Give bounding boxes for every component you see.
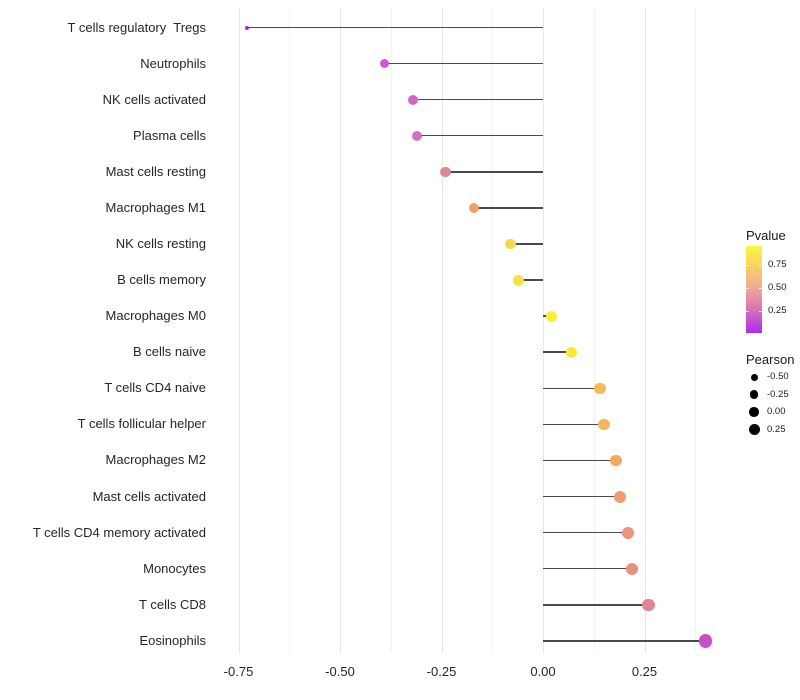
lollipop-point [698,634,713,648]
pvalue-tick-mark [746,311,749,313]
lollipop-point [468,202,480,214]
pearson-size-label: 0.00 [767,406,786,417]
lollipop-stem [543,387,600,390]
y-axis-label: Neutrophils [140,55,206,71]
lollipop-stem [543,531,629,534]
x-axis-tick-label: 0.25 [631,664,658,679]
lollipop-point [622,526,635,539]
y-axis-label: Eosinophils [139,632,207,648]
lollipop-point [505,238,516,250]
pearson-size-dot [749,390,759,399]
lollipop-stem [384,62,543,65]
lollipop-stem [246,26,543,29]
lollipop-stem [543,423,604,426]
y-axis-label: Plasma cells [133,127,206,143]
lollipop-stem [518,279,543,281]
gridline-major [441,8,443,653]
plot-panel [222,8,730,653]
lollipop-point [440,166,451,178]
x-axis-tick-label: -0.25 [426,664,457,679]
lollipop-point [244,25,249,30]
lollipop-point [598,418,610,431]
y-axis-label: B cells naive [133,344,206,360]
y-axis-label: T cells CD4 naive [104,380,206,396]
y-axis-label: Mast cells resting [105,163,206,179]
lollipop-point [379,58,390,69]
x-axis-tick-label: -0.75 [223,664,254,679]
lollipop-point [642,598,655,612]
pvalue-tick-mark [746,264,749,266]
lollipop-stem [543,495,621,498]
pearson-size-dot [749,407,759,417]
lollipop-point [545,310,557,322]
lollipop-point [610,454,622,467]
gridline-major [543,8,544,653]
lollipop-stem [543,640,706,642]
lollipop-point [614,490,627,503]
y-axis-label: Macrophages M0 [105,308,206,324]
pvalue-tick-mark [759,288,762,290]
y-axis-label: T cells CD4 memory activated [32,524,206,540]
lollipop-stem [413,98,543,101]
pearson-size-dot [750,373,758,381]
pearson-size-label: 0.25 [767,423,786,435]
gridline-minor [492,8,494,653]
x-axis-tick-label: -0.50 [325,664,355,679]
lollipop-point [626,562,639,575]
lollipop-point [513,274,525,286]
lollipop-stem [543,567,633,570]
lollipop-point [408,94,419,105]
pvalue-tick-label: 0.50 [768,282,787,294]
lollipop-stem [473,207,543,209]
gridline-minor [593,8,595,653]
y-axis-label: Macrophages M1 [105,199,206,215]
gridline-major [238,8,240,653]
pvalue-tick-label: 0.75 [768,258,787,270]
y-axis-label: B cells memory [117,272,206,288]
lollipop-stem [543,351,572,353]
y-axis-label: T cells follicular helper [77,416,206,432]
lollipop-point [594,382,606,395]
y-axis-label: Macrophages M2 [105,452,206,468]
gridline-minor [289,8,291,653]
lollipop-stem [445,171,543,173]
pvalue-colorbar [746,246,762,333]
x-axis-tick-label: 0.00 [530,664,556,679]
gridline-minor [695,8,697,653]
y-axis-label: NK cells activated [102,91,206,107]
y-axis-label: Monocytes [143,560,206,576]
lollipop-point [565,346,577,358]
pvalue-tick-mark [759,311,762,313]
lollipop-stem [417,134,543,137]
pvalue-tick-mark [759,264,762,266]
y-axis-label: T cells regulatory Tregs [67,19,206,35]
lollipop-stem [543,459,617,462]
gridline-major [340,8,341,653]
pearson-legend-title: Pearson [746,352,795,367]
pearson-size-label: -0.50 [767,371,789,382]
lollipop-stem [543,604,649,606]
y-axis-label: T cells CD8 [139,596,206,612]
lollipop-point [412,130,423,141]
y-axis-label: NK cells resting [115,235,206,251]
y-axis-label: Mast cells activated [92,488,206,504]
pearson-size-dot [748,424,760,435]
lollipop-stem [510,243,543,245]
pearson-size-label: -0.25 [767,388,789,400]
gridline-major [644,8,646,653]
pvalue-legend-title: Pvalue [746,228,786,243]
gridline-minor [390,8,392,653]
pvalue-tick-label: 0.25 [768,305,787,317]
pvalue-tick-mark [746,288,749,290]
